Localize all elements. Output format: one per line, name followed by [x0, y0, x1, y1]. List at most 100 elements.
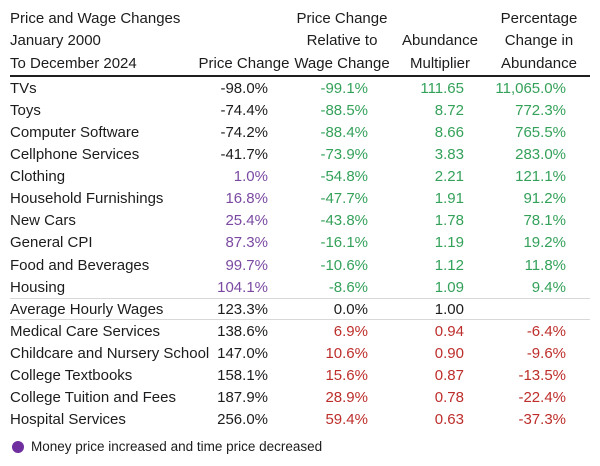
pct-change-abundance-cell: -13.5% — [518, 367, 566, 385]
abundance-multiplier-cell: 8.66 — [434, 123, 464, 141]
header-line: Abundance — [501, 54, 577, 72]
pct-change-abundance-cell: 765.5% — [515, 123, 566, 141]
price-change-cell: 16.8% — [225, 190, 268, 208]
table-title-line-2: January 2000 — [10, 32, 101, 50]
price-change-cell: 25.4% — [225, 212, 268, 230]
abundance-multiplier-cell: 8.72 — [434, 101, 464, 119]
price-change-cell: 187.9% — [217, 389, 268, 407]
price-change-cell: -98.0% — [220, 79, 268, 97]
relative-to-wage-cell: -99.1% — [320, 79, 368, 97]
category-cell: Housing — [10, 278, 66, 296]
pct-change-abundance-cell: 11,065.0% — [495, 79, 566, 97]
relative-to-wage-cell: -73.9% — [320, 146, 368, 164]
table-title-line-1: Price and Wage Changes — [10, 10, 181, 27]
table-row: Medical Care Services 138.6% 6.9% 0.94 -… — [10, 320, 590, 342]
header-line: Relative to — [306, 32, 378, 50]
price-change-cell: 87.3% — [225, 234, 268, 252]
header-line: Multiplier — [409, 54, 470, 72]
category-cell: Childcare and Nursery School — [10, 345, 210, 363]
pct-change-abundance-cell: 91.2% — [523, 190, 566, 208]
header-line: Percentage — [500, 10, 578, 27]
pct-change-abundance-cell: 19.2% — [523, 234, 566, 252]
relative-to-wage-cell: -54.8% — [320, 168, 368, 186]
abundance-multiplier-cell: 0.63 — [434, 411, 464, 429]
relative-to-wage-cell: -47.7% — [320, 190, 368, 208]
pct-change-abundance-cell: 11.8% — [524, 256, 566, 274]
table-row: General CPI 87.3% -16.1% 1.19 19.2% — [10, 232, 590, 254]
table-row: College Textbooks 158.1% 15.6% 0.87 -13.… — [10, 365, 590, 387]
category-cell: College Textbooks — [10, 367, 133, 385]
category-cell: Cellphone Services — [10, 146, 140, 164]
category-cell: Toys — [10, 101, 41, 119]
table-row: Housing 104.1% -8.6% 1.09 9.4% — [10, 276, 590, 298]
pct-change-abundance-cell: -6.4% — [526, 322, 566, 340]
abundance-multiplier-cell: 0.94 — [434, 322, 464, 340]
pct-change-abundance-cell: 283.0% — [515, 146, 566, 164]
abundance-multiplier-cell: 3.83 — [434, 146, 464, 164]
header-line: Wage Change — [294, 54, 390, 72]
header-line — [392, 8, 488, 30]
relative-to-wage-cell: 0.0% — [333, 300, 368, 318]
category-cell: Computer Software — [10, 123, 140, 141]
table-row: Household Furnishings 16.8% -47.7% 1.91 … — [10, 188, 590, 210]
price-change-cell: 1.0% — [233, 168, 268, 186]
abundance-multiplier-cell: 0.78 — [434, 389, 464, 407]
abundance-multiplier-cell: 0.90 — [434, 345, 464, 363]
pct-change-abundance-cell: 78.1% — [523, 212, 566, 230]
abundance-multiplier-cell: 2.21 — [434, 168, 464, 186]
header-col-abundance-multiplier: Abundance Multiplier — [392, 8, 488, 75]
table-row: Hospital Services 256.0% 59.4% 0.63 -37.… — [10, 409, 590, 431]
abundance-multiplier-cell: 111.65 — [420, 79, 464, 97]
table-body: TVs -98.0% -99.1% 111.65 11,065.0% Toys … — [10, 77, 590, 431]
price-change-cell: 138.6% — [217, 322, 268, 340]
table-title-line-3: To December 2024 — [10, 54, 137, 72]
price-change-cell: 256.0% — [217, 411, 268, 429]
header-line: Price Change — [296, 10, 388, 27]
pct-change-abundance-cell: 121.1% — [515, 168, 566, 186]
price-change-cell: 123.3% — [217, 300, 268, 318]
relative-to-wage-cell: 10.6% — [325, 345, 368, 363]
category-cell: Food and Beverages — [10, 256, 150, 274]
relative-to-wage-cell: -8.6% — [328, 278, 368, 296]
price-change-cell: 147.0% — [217, 345, 268, 363]
abundance-multiplier-cell: 1.91 — [434, 190, 464, 208]
legend: Money price increased and time price dec… — [10, 439, 590, 455]
table-row: Computer Software -74.2% -88.4% 8.66 765… — [10, 121, 590, 143]
header-col-price-change: Price Change — [196, 8, 292, 75]
table-row: College Tuition and Fees 187.9% 28.9% 0.… — [10, 387, 590, 409]
pct-change-abundance-cell: -22.4% — [518, 389, 566, 407]
header-col-category: Price and Wage Changes January 2000 To D… — [10, 8, 196, 75]
relative-to-wage-cell: -10.6% — [320, 256, 368, 274]
table-row: New Cars 25.4% -43.8% 1.78 78.1% — [10, 210, 590, 232]
category-cell: TVs — [10, 79, 37, 97]
pct-change-abundance-cell: 772.3% — [515, 101, 566, 119]
price-change-cell: 158.1% — [217, 367, 268, 385]
abundance-multiplier-cell: 1.09 — [434, 278, 464, 296]
abundance-multiplier-cell: 1.19 — [434, 234, 464, 252]
relative-to-wage-cell: -88.4% — [320, 123, 368, 141]
category-cell: Medical Care Services — [10, 322, 161, 340]
abundance-multiplier-cell: 1.12 — [434, 256, 464, 274]
relative-to-wage-cell: -88.5% — [320, 101, 368, 119]
header-line — [196, 30, 292, 52]
price-change-cell: -74.2% — [220, 123, 268, 141]
price-change-cell: 99.7% — [225, 256, 268, 274]
abundance-multiplier-cell: 1.78 — [434, 212, 464, 230]
table-row: Food and Beverages 99.7% -10.6% 1.12 11.… — [10, 254, 590, 276]
abundance-multiplier-cell: 1.00 — [434, 300, 464, 318]
table-row: Average Hourly Wages 123.3% 0.0% 1.00 — [10, 298, 590, 321]
relative-to-wage-cell: -16.1% — [320, 234, 368, 252]
legend-label: Money price increased and time price dec… — [31, 439, 323, 455]
price-change-cell: -74.4% — [220, 101, 268, 119]
table-row: Childcare and Nursery School 147.0% 10.6… — [10, 342, 590, 364]
header-line — [196, 8, 292, 30]
header-line: Change in — [504, 32, 574, 50]
relative-to-wage-cell: -43.8% — [320, 212, 368, 230]
category-cell: Average Hourly Wages — [10, 300, 164, 318]
price-change-cell: -41.7% — [220, 146, 268, 164]
relative-to-wage-cell: 6.9% — [333, 322, 368, 340]
header-col-relative-to-wage: Price Change Relative to Wage Change — [292, 8, 392, 75]
pct-change-abundance-cell: -37.3% — [518, 411, 566, 429]
table-row: TVs -98.0% -99.1% 111.65 11,065.0% — [10, 77, 590, 99]
purple-dot-icon — [12, 440, 24, 453]
